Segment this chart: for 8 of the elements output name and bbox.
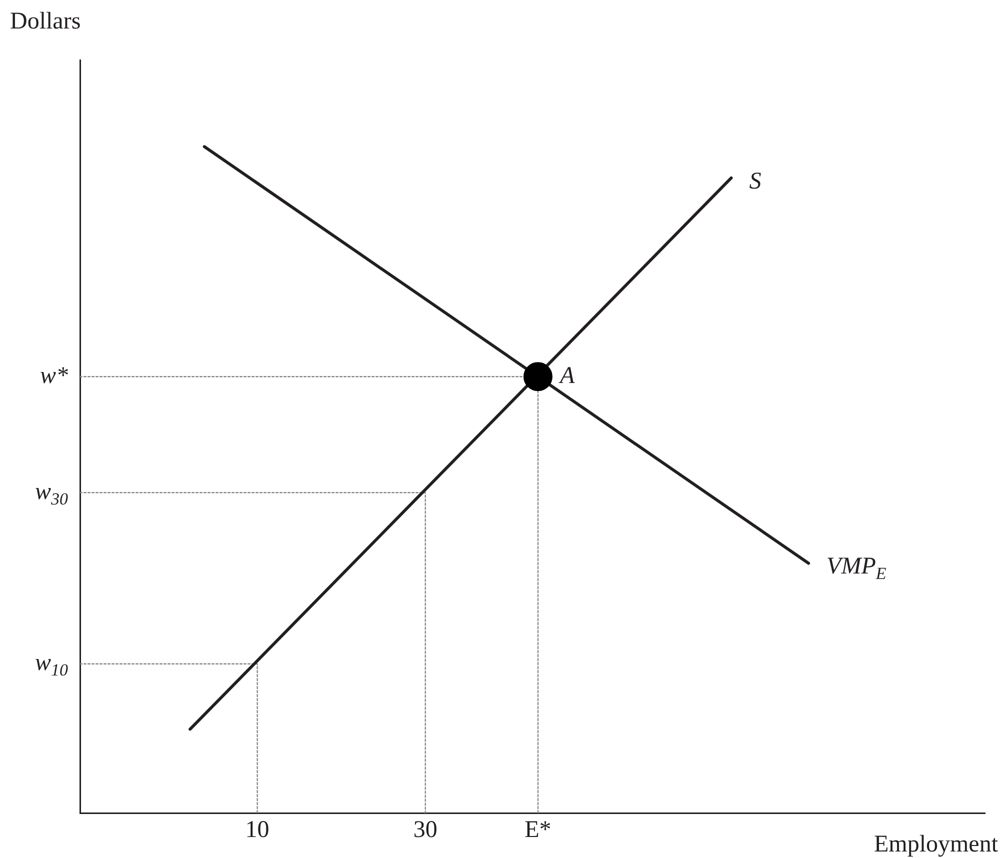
- y-axis-title: Dollars: [10, 8, 81, 34]
- x-tick-label: 30: [413, 816, 438, 843]
- series-label: S: [749, 168, 762, 194]
- x-tick-label: E*: [524, 816, 552, 843]
- x-tick-label: 10: [245, 816, 270, 843]
- series-label: w*: [40, 362, 68, 389]
- annotation: A: [558, 362, 575, 389]
- x-axis-title: Employment: [874, 831, 998, 858]
